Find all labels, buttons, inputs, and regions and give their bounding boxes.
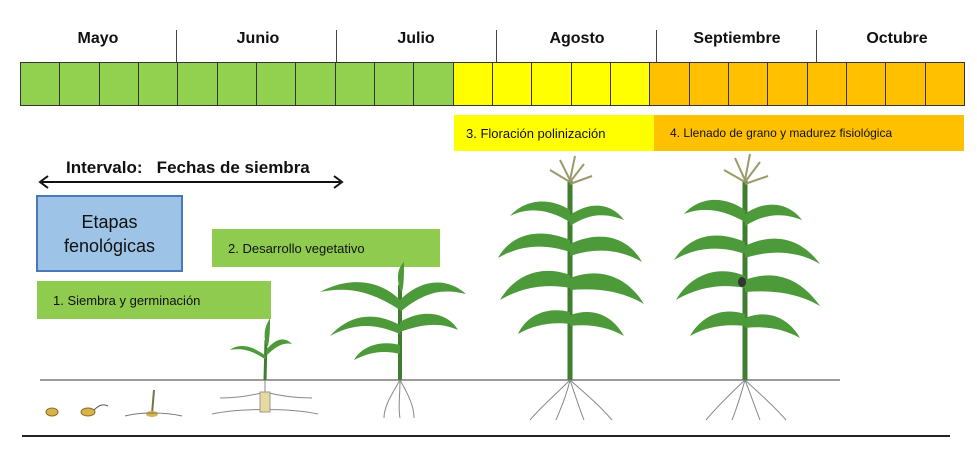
interval-label: Intervalo: Fechas de siembra — [66, 158, 310, 177]
phenological-stages-box: Etapas fenológicas — [36, 195, 183, 272]
stage-1-label: 1. Siembra y germinación — [37, 281, 271, 319]
week-cell — [806, 62, 847, 106]
week-cell — [334, 62, 375, 106]
week-cell — [767, 62, 808, 106]
phase-box-line1: Etapas — [81, 211, 138, 232]
month-divider — [176, 30, 177, 62]
month-label: Julio — [397, 30, 435, 47]
week-cell — [924, 62, 965, 106]
seedling-icon — [211, 318, 319, 415]
month-divider — [656, 30, 657, 62]
week-cell — [492, 62, 533, 106]
week-cell — [531, 62, 572, 106]
week-cell — [570, 62, 611, 106]
month-label: Septiembre — [693, 30, 781, 47]
month-label: Octubre — [866, 30, 928, 47]
week-cell — [649, 62, 690, 106]
flowering-plant-icon — [498, 155, 644, 421]
month-divider — [816, 30, 817, 62]
week-cell — [452, 62, 493, 106]
week-cell — [138, 62, 179, 106]
phase-box-line2: fenológicas — [63, 235, 156, 256]
stage-1-text: 1. Siembra y germinación — [53, 292, 201, 308]
interval-annotation: Intervalo: Fechas de siembra — [36, 158, 346, 192]
week-cell — [374, 62, 415, 106]
month-label: Mayo — [77, 30, 119, 47]
stage-4-label: 4. Llenado de grano y madurez fisiológic… — [654, 115, 964, 151]
month-divider — [336, 30, 337, 62]
week-cell — [20, 62, 61, 106]
seed-icon — [45, 407, 59, 417]
mature-plant-icon — [674, 153, 820, 421]
stage-3-label: 3. Floración polinización — [454, 115, 654, 151]
vegetative-plant-icon — [320, 262, 466, 419]
stage-4-text: 4. Llenado de grano y madurez fisiológic… — [670, 126, 893, 140]
stage-2-label: 2. Desarrollo vegetativo — [212, 229, 440, 267]
week-cell — [295, 62, 336, 106]
week-cell — [98, 62, 139, 106]
week-cell — [59, 62, 100, 106]
week-cell — [610, 62, 651, 106]
week-cell — [885, 62, 926, 106]
week-cell — [216, 62, 257, 106]
month-label: Junio — [236, 30, 280, 47]
double-arrow-icon — [38, 175, 344, 189]
month-label: Agosto — [549, 30, 605, 47]
month-divider — [496, 30, 497, 62]
stage-2-text: 2. Desarrollo vegetativo — [228, 240, 365, 256]
week-cell — [728, 62, 769, 106]
stage-3-text: 3. Floración polinización — [466, 125, 606, 141]
week-cell — [413, 62, 454, 106]
seedling-small-icon — [124, 389, 183, 417]
germinating-seed-icon — [80, 404, 109, 417]
